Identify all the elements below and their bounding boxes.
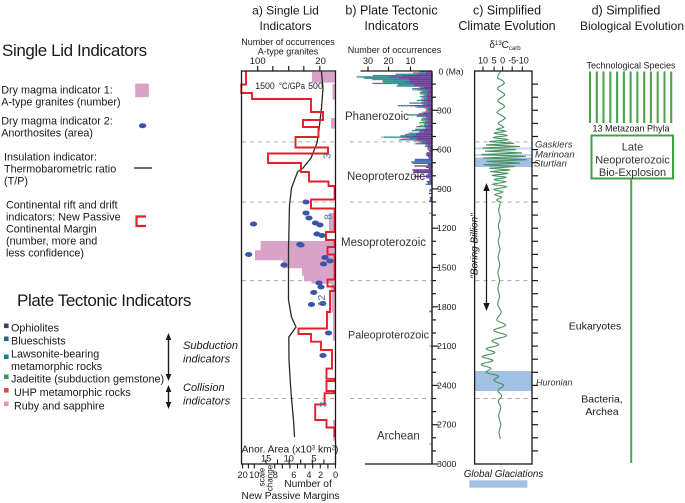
svg-text:Archean: Archean — [377, 431, 420, 443]
svg-text:-5: -5 — [508, 56, 516, 66]
svg-text:indicators: indicators — [183, 396, 231, 408]
svg-text:13 Metazoan Phyla: 13 Metazoan Phyla — [592, 124, 669, 134]
svg-text:Lawsonite-bearing: Lawsonite-bearing — [11, 349, 99, 361]
svg-text:"Boring Billion": "Boring Billion" — [470, 213, 481, 279]
svg-text:Anorthosites (area): Anorthosites (area) — [1, 128, 93, 140]
svg-text:15: 15 — [261, 454, 271, 464]
svg-text:A-type granites (number): A-type granites (number) — [1, 97, 120, 109]
svg-text:indicators: indicators — [183, 354, 231, 366]
svg-text:Global Glaciations: Global Glaciations — [464, 469, 544, 480]
svg-text:2100: 2100 — [437, 341, 456, 351]
svg-text:(T/P): (T/P) — [4, 176, 28, 188]
svg-text:metamorphic rocks: metamorphic rocks — [11, 361, 103, 373]
svg-text:Ruby and sapphire: Ruby and sapphire — [14, 401, 105, 413]
svg-text:Ophiolites: Ophiolites — [11, 323, 60, 335]
svg-text:5: 5 — [311, 454, 316, 464]
svg-text:Phanerozoic: Phanerozoic — [345, 111, 409, 123]
svg-text:600: 600 — [437, 145, 452, 155]
svg-text:Eukaryotes: Eukaryotes — [569, 321, 622, 333]
svg-text:Continental Margin: Continental Margin — [6, 224, 97, 236]
svg-text:0 (Ma): 0 (Ma) — [439, 67, 464, 77]
svg-text:20: 20 — [315, 56, 326, 67]
svg-text:-10: -10 — [516, 56, 529, 66]
svg-text:Technological Species: Technological Species — [586, 61, 676, 71]
svg-text:Dry magma indicator 2:: Dry magma indicator 2: — [1, 116, 113, 128]
svg-text:12: 12 — [316, 295, 328, 307]
svg-text:Thermobarometric ratio: Thermobarometric ratio — [4, 164, 116, 176]
svg-text:d) Simplified: d) Simplified — [592, 4, 661, 18]
svg-text:(number, more and: (number, more and — [6, 236, 97, 248]
svg-text:0: 0 — [333, 470, 338, 480]
svg-text:Single Lid Indicators: Single Lid Indicators — [2, 41, 147, 60]
svg-text:Archea: Archea — [585, 406, 618, 418]
svg-text:10: 10 — [405, 56, 415, 66]
svg-text:2400: 2400 — [437, 380, 456, 390]
svg-text:8: 8 — [273, 470, 278, 480]
svg-text:New Passive Margins: New Passive Margins — [242, 491, 340, 502]
svg-text:3: 3 — [318, 401, 330, 407]
svg-text:300: 300 — [437, 105, 452, 115]
svg-text:°C/GPa: °C/GPa — [279, 81, 305, 91]
svg-text:5: 5 — [492, 56, 497, 66]
svg-text:Insulation indicator:: Insulation indicator: — [4, 152, 97, 164]
svg-text:500: 500 — [308, 81, 323, 91]
svg-text:change: change — [266, 464, 275, 491]
svg-text:Number of occurrences: Number of occurrences — [241, 37, 335, 47]
svg-text:20: 20 — [383, 56, 393, 66]
svg-text:Number of occurrences: Number of occurrences — [348, 45, 442, 55]
svg-text:Gaskiers: Gaskiers — [535, 140, 573, 151]
svg-text:UHP metamorphic rocks: UHP metamorphic rocks — [14, 387, 131, 399]
svg-text:Anor. Area (x103 km2): Anor. Area (x103 km2) — [242, 445, 339, 456]
svg-text:6: 6 — [291, 470, 296, 480]
svg-text:Indicators: Indicators — [259, 19, 311, 33]
svg-text:10: 10 — [249, 470, 259, 480]
svg-text:Huronian: Huronian — [536, 378, 573, 388]
svg-text:Bacteria,: Bacteria, — [581, 394, 622, 406]
svg-text:Marinoan: Marinoan — [535, 150, 575, 161]
svg-text:Bio-Explosion: Bio-Explosion — [599, 167, 666, 179]
svg-text:1500: 1500 — [255, 81, 275, 91]
svg-text:Climate Evolution: Climate Evolution — [458, 19, 555, 33]
svg-text:4: 4 — [306, 470, 311, 480]
svg-text:Neoproterozoic: Neoproterozoic — [347, 171, 425, 183]
svg-text:less confidence): less confidence) — [6, 248, 84, 260]
svg-text:Paleoproterozoic: Paleoproterozoic — [348, 330, 430, 342]
svg-text:20: 20 — [237, 470, 247, 480]
svg-text:Mesoproterozoic: Mesoproterozoic — [341, 237, 426, 249]
svg-text:3000: 3000 — [437, 459, 456, 469]
svg-text:Collision: Collision — [183, 382, 225, 394]
svg-text:100: 100 — [250, 56, 266, 67]
svg-text:Number of: Number of — [284, 479, 332, 490]
svg-text:1200: 1200 — [437, 223, 456, 233]
svg-text:c) Simplified: c) Simplified — [473, 4, 541, 18]
svg-text:1500: 1500 — [437, 263, 456, 273]
svg-text:Neoproterozoic: Neoproterozoic — [595, 155, 670, 167]
svg-text:1800: 1800 — [437, 302, 456, 312]
svg-text:30: 30 — [363, 56, 373, 66]
svg-text:indicators: New Passive: indicators: New Passive — [6, 212, 121, 224]
svg-text:Late: Late — [622, 142, 643, 154]
svg-text:Dry magma indicator 1:: Dry magma indicator 1: — [1, 85, 113, 97]
svg-text:10: 10 — [284, 454, 294, 464]
svg-text:3: 3 — [322, 153, 334, 159]
svg-text:b) Plate Tectonic: b) Plate Tectonic — [345, 4, 437, 18]
svg-text:Indicators: Indicators — [364, 19, 418, 33]
svg-text:Blueschists: Blueschists — [11, 336, 66, 348]
svg-text:A-type granites: A-type granites — [258, 47, 319, 57]
svg-text:Biological Evolution: Biological Evolution — [580, 19, 684, 33]
svg-text:8: 8 — [323, 214, 335, 220]
svg-text:2700: 2700 — [437, 420, 456, 430]
svg-text:Continental rift and drift: Continental rift and drift — [6, 200, 118, 212]
svg-text:10: 10 — [478, 56, 488, 66]
svg-text:2: 2 — [318, 470, 323, 480]
svg-text:a) Single Lid: a) Single Lid — [252, 4, 319, 18]
svg-text:0: 0 — [500, 56, 505, 66]
svg-text:Jadeitite (subduction gemstone: Jadeitite (subduction gemstone) — [11, 374, 164, 386]
svg-text:Subduction: Subduction — [183, 340, 238, 352]
svg-text:scale: scale — [258, 467, 267, 486]
svg-text:Plate Tectonic Indicators: Plate Tectonic Indicators — [17, 291, 191, 310]
svg-text:900: 900 — [437, 184, 452, 194]
svg-text:Sturtian: Sturtian — [534, 159, 567, 170]
